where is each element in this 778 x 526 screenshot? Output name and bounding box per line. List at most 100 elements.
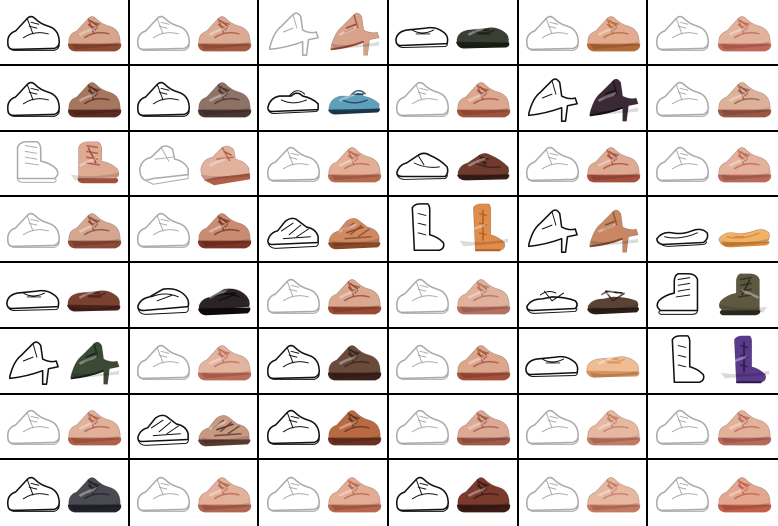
shoe-photo xyxy=(460,203,509,252)
shoe-pair-cell xyxy=(0,131,130,198)
shoe-photo xyxy=(67,289,121,313)
shoe-pair-cell xyxy=(648,395,778,461)
shoe-sketch xyxy=(396,152,449,181)
shoe-pair-cell xyxy=(0,65,130,132)
shoe-photo xyxy=(718,273,768,316)
shoe-pair-cell xyxy=(389,65,519,132)
shoe-pair-cell xyxy=(389,460,519,526)
shoe-photo xyxy=(586,16,641,52)
shoe-photo xyxy=(717,477,772,513)
shoe-sketch xyxy=(395,26,449,48)
shoe-sketch xyxy=(396,476,450,512)
shoe-photo xyxy=(68,81,122,117)
shoe-photo xyxy=(197,344,252,380)
shoe-pair-cell xyxy=(259,131,389,198)
shoe-photo xyxy=(589,209,639,253)
shoe-photo xyxy=(200,146,250,186)
shoe-pair-cell xyxy=(0,0,130,66)
shoe-photo xyxy=(457,279,511,315)
shoe-pair-cell xyxy=(129,65,260,132)
shoe-photo xyxy=(717,410,772,446)
shoe-sketch xyxy=(528,209,578,254)
shoe-pair-cell xyxy=(389,328,519,395)
shoe-photo xyxy=(327,344,381,380)
shoe-photo xyxy=(586,410,641,446)
shoe-pair-cell xyxy=(129,394,260,461)
shoe-sketch xyxy=(137,287,190,315)
shoe-sketch xyxy=(526,476,580,512)
shoe-sketch xyxy=(266,410,320,446)
shoe-sketch xyxy=(671,334,705,383)
shoe-photo xyxy=(457,81,511,117)
shoe-photo xyxy=(197,288,251,316)
shoe-sketch xyxy=(526,147,580,183)
shoe-sketch xyxy=(137,81,191,117)
shoe-pair-cell xyxy=(648,460,778,526)
shoe-sketch xyxy=(7,410,61,446)
shoe-pair-cell xyxy=(389,263,519,329)
shoe-photo xyxy=(457,477,511,513)
shoe-sketch xyxy=(7,476,61,512)
shoe-sketch xyxy=(266,89,319,114)
shoe-photo xyxy=(327,89,380,116)
shoe-sketch xyxy=(266,476,320,512)
shoe-pair-cell xyxy=(648,132,778,198)
shoe-sketch xyxy=(266,217,319,249)
shoe-sketch xyxy=(7,15,61,51)
shoe-sketch xyxy=(9,340,60,385)
shoe-sketch xyxy=(7,81,61,117)
shoe-pair-cell xyxy=(518,197,649,263)
shoe-photo xyxy=(327,477,381,513)
shoe-pair-cell xyxy=(129,263,260,329)
shoe-photo xyxy=(68,410,122,446)
shoe-pair-cell xyxy=(259,328,389,395)
shoe-sketch xyxy=(137,476,191,512)
shoe-sketch xyxy=(266,278,320,314)
shoe-pair-cell xyxy=(648,66,778,132)
shoe-photo xyxy=(70,341,120,385)
shoe-sketch xyxy=(137,414,189,447)
shoe-pair-cell xyxy=(259,65,389,132)
shoe-pair-cell xyxy=(259,197,389,263)
shoe-sketch xyxy=(528,77,578,122)
shoe-pair-cell xyxy=(0,328,130,395)
shoe-pair-cell xyxy=(648,329,778,395)
shoe-pair-cell xyxy=(518,0,649,66)
shoe-sketch xyxy=(137,15,191,51)
shoe-photo xyxy=(68,477,122,513)
shoe-photo xyxy=(718,223,770,248)
shoe-photo xyxy=(586,477,641,513)
shoe-sketch xyxy=(656,410,710,446)
shoe-pair-cell xyxy=(389,394,519,461)
shoe-sketch xyxy=(266,147,320,183)
shoe-sketch xyxy=(411,203,445,252)
shoe-pair-cell xyxy=(518,65,649,132)
shoe-photo xyxy=(720,335,770,383)
shoe-pair-cell xyxy=(389,0,519,66)
shoe-pair-cell xyxy=(518,394,649,461)
shoe-pair-cell xyxy=(648,263,778,329)
shoe-photo xyxy=(68,16,122,52)
shoe-sketch xyxy=(656,81,710,117)
shoe-photo xyxy=(71,141,120,184)
shoe-sketch xyxy=(17,141,59,184)
shoe-pair-cell xyxy=(0,263,130,329)
shoe-photo xyxy=(717,81,772,117)
shoe-sketch xyxy=(656,147,710,183)
shoe-sketch xyxy=(526,410,580,446)
shoe-sketch xyxy=(525,355,579,377)
shoe-pair-cell xyxy=(0,460,130,526)
shoe-sketch xyxy=(526,290,578,314)
shoe-pair-cell xyxy=(518,263,649,329)
shoe-pair-cell xyxy=(129,0,260,66)
shoe-photo xyxy=(456,26,510,50)
shoe-pair-cell xyxy=(129,328,260,395)
shoe-pair-cell xyxy=(389,197,519,263)
shoe-pair-cell xyxy=(648,197,778,263)
shoe-sketch xyxy=(656,272,699,315)
shoe-photo xyxy=(197,415,251,447)
shoe-sketch xyxy=(656,476,710,512)
shoe-sketch xyxy=(268,12,319,56)
shoe-photo xyxy=(197,477,252,513)
shoe-photo xyxy=(327,279,381,315)
